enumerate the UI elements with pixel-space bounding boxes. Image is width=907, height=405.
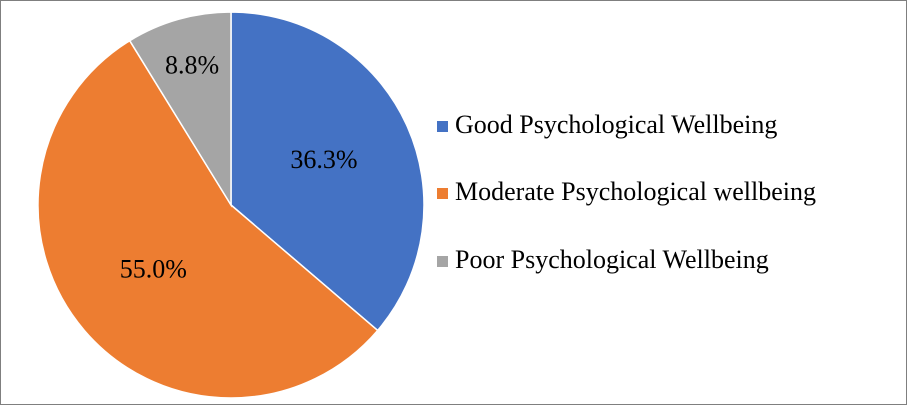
legend-swatch: [437, 188, 448, 199]
pie-slice: [230, 11, 425, 332]
pie-slice: [128, 11, 232, 208]
pie-slice: [37, 39, 379, 399]
legend-swatch: [437, 256, 448, 267]
data-label: 8.8%: [165, 51, 219, 80]
legend-label: Good Psychological Wellbeing: [455, 110, 777, 139]
legend-swatch: [437, 121, 448, 132]
data-label: 55.0%: [120, 254, 187, 283]
legend-label: Poor Psychological Wellbeing: [455, 245, 769, 274]
data-label: 36.3%: [290, 145, 357, 174]
legend-label: Moderate Psychological wellbeing: [455, 177, 816, 206]
